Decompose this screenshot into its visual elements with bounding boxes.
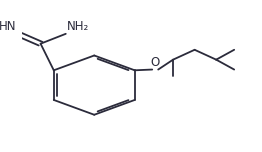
Text: O: O: [150, 56, 160, 69]
Text: HN: HN: [0, 20, 17, 33]
Text: NH₂: NH₂: [67, 20, 89, 33]
